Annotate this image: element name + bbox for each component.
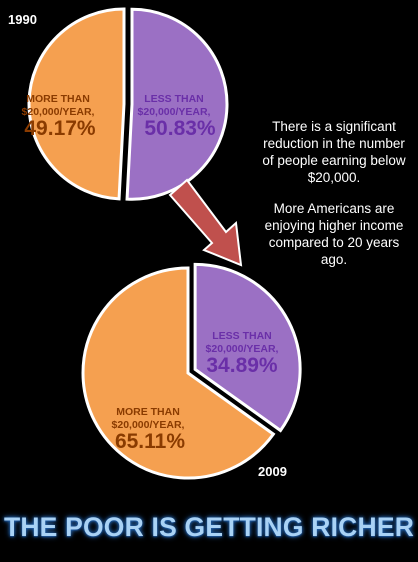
slice-label-more-than: MORE THAN $20,000/YEAR, (22, 93, 95, 118)
pie-chart-1990: MORE THAN $20,000/YEAR,49.17% LESS THAN $20… (8, 7, 229, 201)
pie-slice-more-than (81, 266, 276, 480)
slice-percent-less-than: 34.89% (206, 354, 278, 377)
commentary-paragraph-2: More Americans are enjoying higher incom… (264, 201, 404, 267)
pie-chart-2009: MORE THAN $20,000/YEAR,65.11% LESS THAN $20… (81, 262, 302, 480)
slice-label-less-than: LESS THAN $20,000/YEAR, (138, 93, 211, 118)
pie-slice-less-than (125, 7, 229, 201)
slice-percent-more-than: 49.17% (24, 117, 96, 140)
arrow-shape (168, 178, 243, 267)
year-label-1990: 1990 (8, 12, 37, 27)
trend-arrow (168, 178, 243, 267)
slice-label-less-than: LESS THAN $20,000/YEAR, (206, 330, 279, 355)
headline: THE POOR IS GETTING RICHER (3, 512, 415, 542)
pie-slice-more-than (27, 7, 126, 201)
commentary-text: There is a significant reduction in the … (262, 118, 406, 282)
slice-percent-more-than: 65.11% (115, 430, 185, 453)
year-label-2009: 2009 (258, 464, 287, 479)
slice-label-more-than: MORE THAN $20,000/YEAR, (112, 406, 185, 431)
commentary-paragraph-1: There is a significant reduction in the … (262, 119, 406, 185)
slice-percent-less-than: 50.83% (144, 117, 216, 140)
pie-slice-less-than (193, 262, 302, 433)
